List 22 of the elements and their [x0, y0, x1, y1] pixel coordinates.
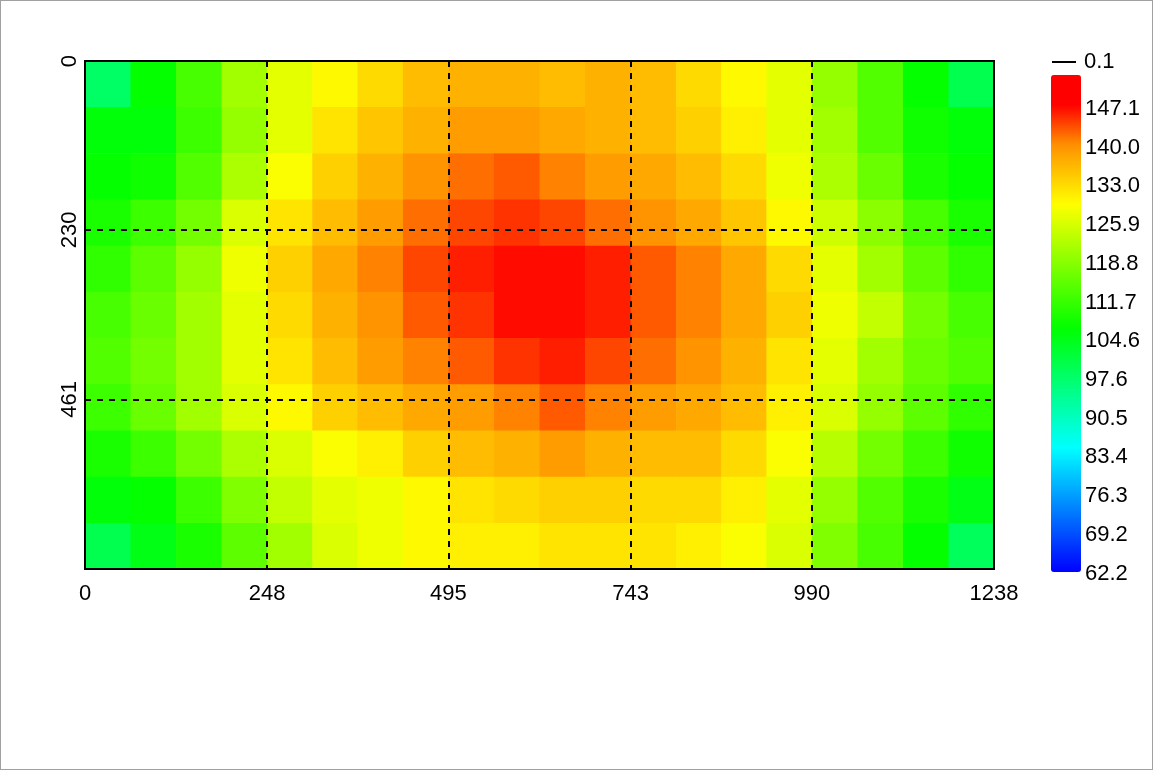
color-bar-label: 118.8 [1085, 249, 1139, 275]
color-bar-label: 69.2 [1085, 521, 1128, 547]
x-tick-label: 1238 [969, 579, 1019, 605]
y-tick-label: 461 [55, 381, 81, 418]
color-bar-label: 83.4 [1085, 443, 1128, 469]
y-tick-label: 0 [55, 54, 81, 68]
x-tick-label: 248 [248, 579, 286, 605]
color-bar-label: 140.0 [1085, 133, 1141, 159]
color-bar-label: 133.0 [1085, 171, 1141, 197]
color-bar-label: 125.9 [1085, 210, 1141, 236]
color-bar-label: 76.3 [1085, 482, 1128, 508]
color-bar-label: 90.5 [1085, 404, 1128, 430]
color-bar-label: 147.1 [1085, 94, 1141, 120]
x-tick-label: 990 [793, 579, 831, 605]
color-bar-label: 104.6 [1085, 327, 1141, 353]
color-bar-label: 97.6 [1085, 365, 1128, 391]
text: 0.1 [1084, 47, 1115, 73]
color-bar-label: 111.7 [1085, 288, 1137, 314]
x-tick-label: 495 [430, 579, 467, 605]
y-tick-label: 230 [55, 211, 81, 249]
x-tick-label: 743 [612, 579, 649, 605]
color-bar-label: 62.2 [1085, 559, 1128, 585]
